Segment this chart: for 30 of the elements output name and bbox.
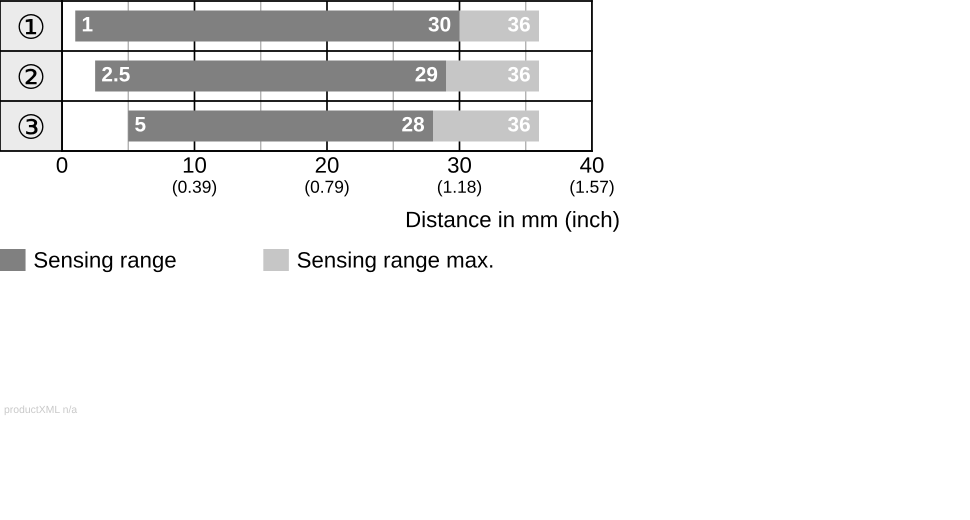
y-tick-label: ③ [18, 114, 44, 139]
annotation: 2.5 [102, 66, 130, 82]
legend-label: Sensing range max. [298, 251, 492, 272]
y-tick-label: ① [18, 14, 44, 39]
annotation: 30 [428, 16, 450, 32]
bar [433, 110, 539, 142]
bar [446, 60, 539, 92]
x-tick-label: 0 [56, 157, 68, 173]
bar [460, 10, 539, 42]
x-tick-label: 10 [184, 157, 206, 173]
x2-tick-label: (0.79) [305, 180, 349, 196]
x2-tick-label: (0.39) [172, 180, 216, 196]
y-tick-label: ② [18, 64, 44, 89]
x2-tick-label: (1.57) [570, 180, 614, 196]
legend-label: Sensing range [34, 251, 176, 272]
annotation: 36 [508, 116, 530, 132]
bar [128, 110, 433, 142]
annotation: 29 [415, 66, 438, 82]
x-tick-label: 20 [316, 157, 338, 173]
x2-tick-label: (1.18) [438, 180, 482, 196]
annotation: 5 [135, 117, 146, 132]
bar [75, 10, 460, 42]
annotation: 36 [508, 16, 530, 32]
x-axis-title: Distance in mm (inch) [406, 211, 619, 232]
annotation: 36 [508, 66, 530, 82]
annotation: 28 [402, 116, 424, 132]
x-tick-label: 40 [580, 157, 604, 173]
x-tick-label: 30 [448, 157, 471, 173]
annotation: 1 [82, 17, 93, 32]
bar [95, 60, 446, 92]
